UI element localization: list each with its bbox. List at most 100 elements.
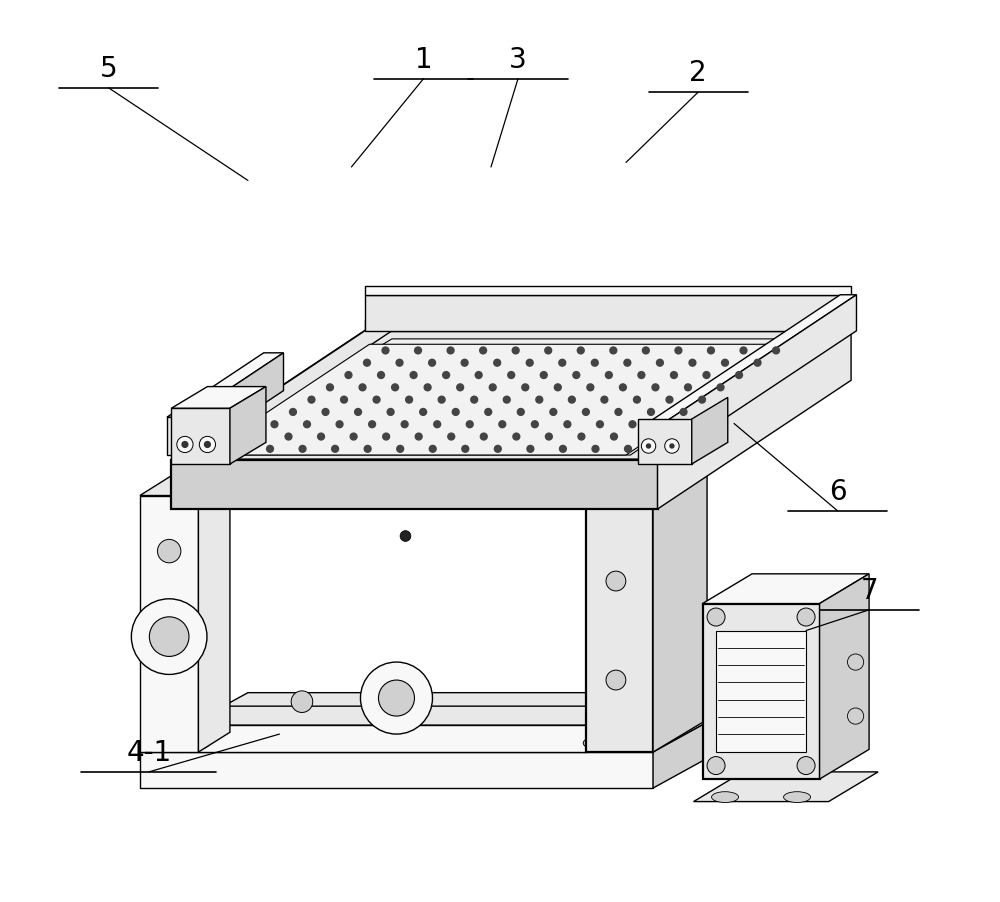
Circle shape	[397, 446, 404, 453]
Circle shape	[443, 373, 450, 379]
Circle shape	[619, 384, 626, 391]
Circle shape	[641, 439, 656, 454]
Polygon shape	[140, 752, 653, 788]
Circle shape	[369, 421, 376, 428]
Circle shape	[199, 437, 216, 453]
Circle shape	[545, 347, 552, 354]
Circle shape	[540, 373, 547, 379]
Circle shape	[457, 384, 464, 391]
Polygon shape	[171, 387, 266, 409]
Circle shape	[485, 410, 492, 416]
Polygon shape	[198, 725, 586, 752]
Polygon shape	[198, 339, 797, 456]
Polygon shape	[694, 772, 878, 802]
Circle shape	[634, 397, 640, 403]
Circle shape	[304, 421, 310, 428]
Circle shape	[606, 473, 626, 492]
Circle shape	[204, 441, 211, 448]
Circle shape	[400, 531, 411, 542]
Circle shape	[597, 421, 603, 428]
Circle shape	[797, 757, 815, 775]
Circle shape	[299, 446, 306, 453]
Circle shape	[332, 446, 339, 453]
Circle shape	[573, 373, 580, 379]
Circle shape	[592, 446, 599, 453]
Polygon shape	[230, 387, 266, 465]
Circle shape	[736, 373, 742, 379]
Circle shape	[401, 421, 408, 428]
Polygon shape	[586, 391, 707, 424]
Text: 7: 7	[860, 576, 878, 604]
Circle shape	[554, 384, 561, 391]
Circle shape	[531, 421, 538, 428]
Circle shape	[717, 384, 724, 391]
Circle shape	[503, 397, 510, 403]
Ellipse shape	[784, 792, 811, 803]
Circle shape	[181, 441, 189, 448]
Circle shape	[131, 599, 207, 675]
Circle shape	[606, 670, 626, 690]
Polygon shape	[586, 342, 707, 374]
Circle shape	[708, 347, 714, 354]
Polygon shape	[171, 409, 230, 465]
Circle shape	[669, 444, 675, 449]
Circle shape	[499, 421, 506, 428]
Circle shape	[582, 410, 589, 416]
Circle shape	[462, 446, 469, 453]
Circle shape	[355, 410, 361, 416]
Circle shape	[336, 421, 343, 428]
Circle shape	[652, 384, 659, 391]
Circle shape	[271, 421, 278, 428]
Circle shape	[527, 446, 534, 453]
Circle shape	[253, 434, 259, 440]
Circle shape	[382, 347, 389, 354]
Circle shape	[494, 360, 501, 367]
Circle shape	[480, 347, 487, 354]
Circle shape	[396, 360, 403, 367]
Circle shape	[291, 691, 313, 713]
Circle shape	[559, 446, 566, 453]
Polygon shape	[586, 374, 653, 428]
Circle shape	[447, 347, 454, 354]
Circle shape	[648, 410, 654, 416]
Polygon shape	[692, 398, 728, 465]
Circle shape	[341, 397, 347, 403]
Circle shape	[606, 572, 626, 592]
Polygon shape	[653, 391, 707, 752]
Polygon shape	[365, 296, 851, 331]
Polygon shape	[647, 424, 663, 460]
Circle shape	[392, 384, 398, 391]
Circle shape	[577, 347, 584, 354]
Circle shape	[643, 434, 650, 440]
Text: 4-1: 4-1	[126, 738, 172, 766]
Circle shape	[847, 708, 864, 724]
Circle shape	[601, 397, 608, 403]
Circle shape	[517, 410, 524, 416]
Ellipse shape	[178, 737, 210, 750]
Circle shape	[448, 434, 455, 440]
Circle shape	[625, 446, 631, 453]
Polygon shape	[638, 419, 692, 465]
Circle shape	[536, 397, 543, 403]
Circle shape	[149, 617, 189, 657]
Circle shape	[624, 360, 631, 367]
Circle shape	[177, 437, 193, 453]
Polygon shape	[820, 575, 869, 779]
Circle shape	[591, 360, 598, 367]
Circle shape	[707, 757, 725, 775]
Text: 3: 3	[509, 46, 527, 74]
Circle shape	[797, 608, 815, 626]
Circle shape	[847, 654, 864, 670]
Circle shape	[740, 347, 747, 354]
Circle shape	[387, 410, 394, 416]
Circle shape	[578, 434, 585, 440]
Circle shape	[610, 347, 617, 354]
Circle shape	[545, 434, 552, 440]
Circle shape	[508, 373, 515, 379]
Polygon shape	[658, 331, 851, 510]
Circle shape	[327, 384, 333, 391]
Polygon shape	[647, 296, 856, 424]
Polygon shape	[586, 424, 653, 752]
Circle shape	[568, 397, 575, 403]
Polygon shape	[663, 296, 856, 460]
